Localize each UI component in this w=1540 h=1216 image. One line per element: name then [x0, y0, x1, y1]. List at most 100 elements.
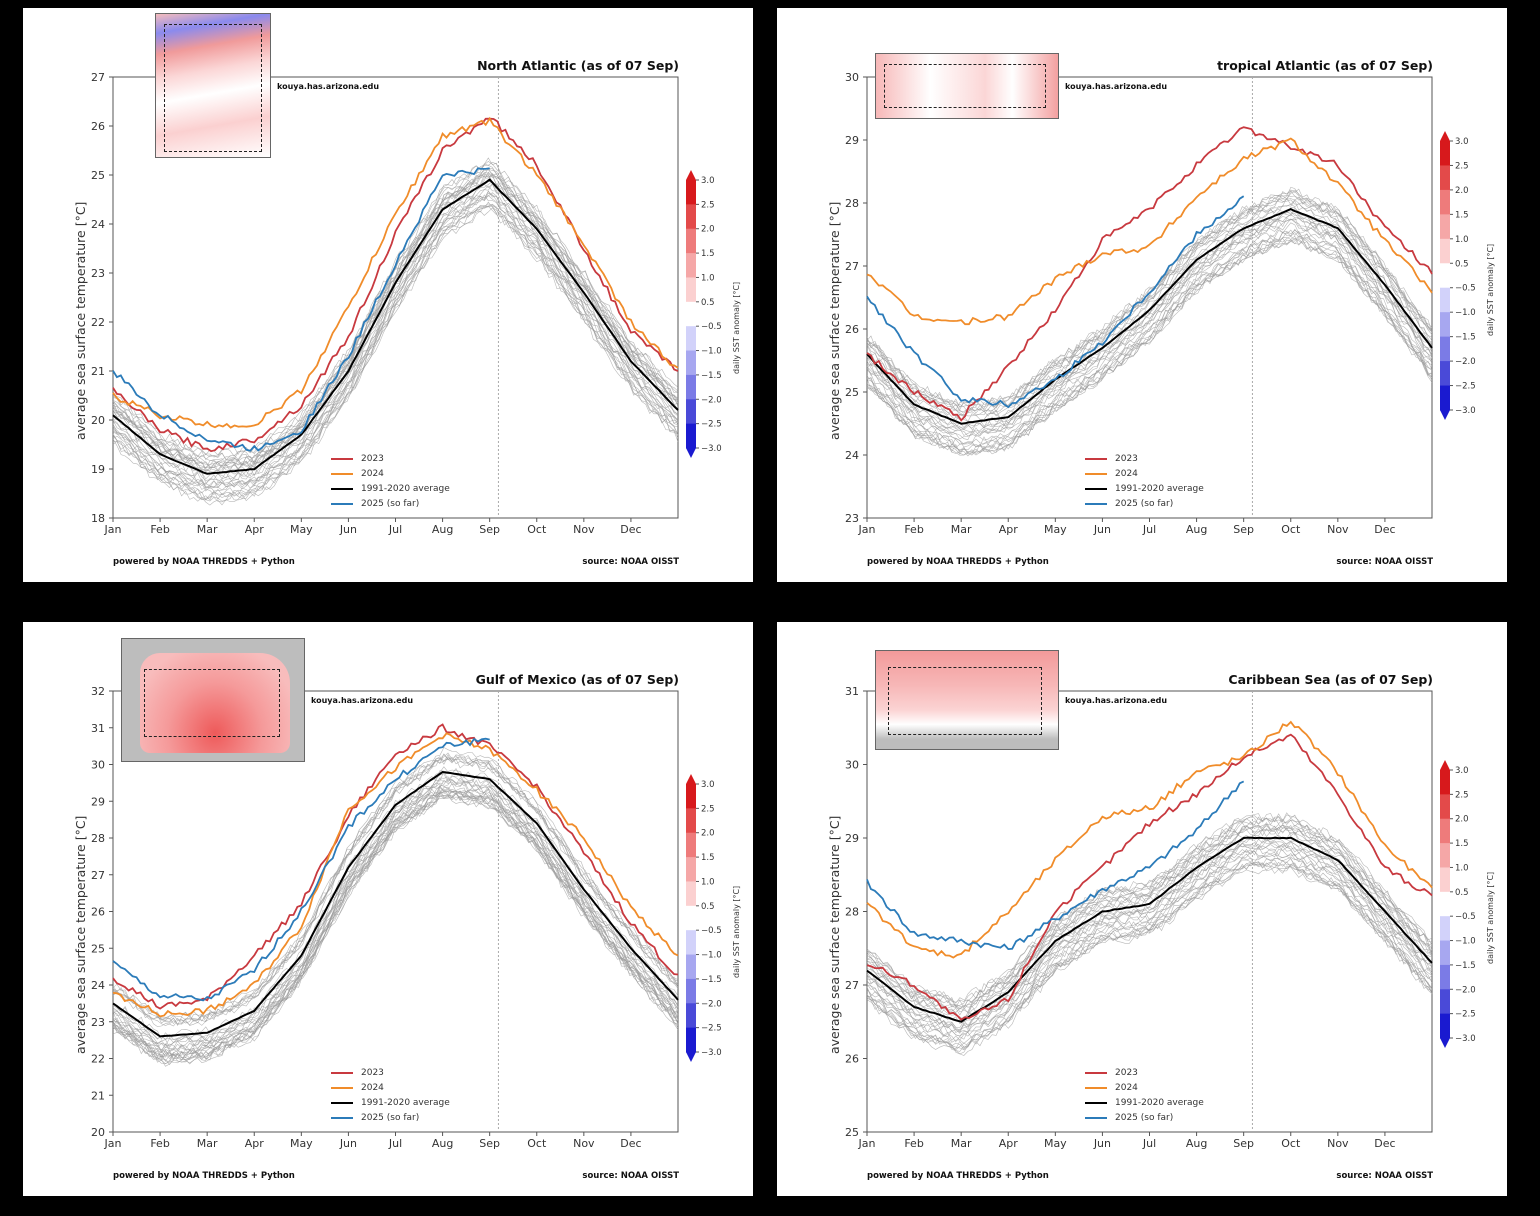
- historic-year-line: [112, 172, 679, 470]
- y-tick-label: 21: [91, 365, 105, 378]
- historic-year-line: [866, 190, 1433, 411]
- series-line-1991-2020-average: [112, 178, 679, 475]
- historic-year-line: [112, 201, 679, 502]
- legend-label: 2024: [1115, 1082, 1138, 1093]
- y-tick-label: 32: [91, 685, 105, 698]
- chart-panel-gulf-of-mexico: 20 21 22 23 24 25 26 27 28 29 30 31 32 Jan Feb Mar Apr Ma…: [23, 622, 753, 1196]
- historic-year-line: [866, 217, 1433, 436]
- colorbar-segment: [686, 784, 696, 809]
- historic-year-line: [866, 855, 1433, 1044]
- historic-year-line: [112, 171, 679, 473]
- colorbar-tick-label: −3.0: [701, 1048, 722, 1058]
- colorbar-segment: [686, 374, 696, 400]
- inset-map-gulf-of-mexico: [121, 638, 305, 762]
- legend-item: 2025 (so far): [1085, 1110, 1204, 1125]
- historic-year-line: [866, 189, 1433, 411]
- historic-year-line: [866, 237, 1433, 456]
- colorbar-tick-label: −2.0: [1455, 357, 1476, 367]
- colorbar-tick-label: −0.5: [1455, 284, 1476, 294]
- colorbar-tick-label: −1.5: [1455, 961, 1476, 971]
- colorbar-segment: [1440, 940, 1450, 966]
- y-tick-label: 29: [91, 795, 105, 808]
- inset-map-caribbean-sea: [875, 650, 1059, 750]
- series-line-2023: [866, 733, 1433, 1021]
- y-tick-label: 26: [845, 1053, 859, 1066]
- legend-swatch: [1085, 457, 1107, 460]
- y-tick-label: 25: [845, 1126, 859, 1139]
- x-tick-label: Jul: [388, 523, 402, 536]
- historic-year-line: [112, 779, 679, 1051]
- y-tick-label: 29: [845, 832, 859, 845]
- x-tick-label: Mar: [951, 523, 972, 536]
- y-tick-label: 22: [91, 1053, 105, 1066]
- legend-swatch: [331, 457, 353, 460]
- historic-year-line: [866, 821, 1433, 1010]
- colorbar-segment: [686, 301, 696, 327]
- series-line-2025-so-far-: [866, 780, 1245, 951]
- historic-year-line: [112, 790, 679, 1059]
- historic-year-line: [112, 180, 679, 480]
- historic-year-line: [112, 773, 679, 1046]
- colorbar-segment: [1440, 794, 1450, 820]
- colorbar-tick-label: −2.5: [1455, 382, 1476, 392]
- legend-swatch: [1085, 1086, 1107, 1089]
- x-tick-label: Oct: [527, 523, 547, 536]
- colorbar-segment: [686, 399, 696, 425]
- historic-year-line: [112, 753, 679, 1025]
- series-line-2024: [112, 732, 679, 1018]
- legend-swatch: [331, 1101, 353, 1104]
- credit-text: kouya.has.arizona.edu: [277, 82, 380, 91]
- colorbar-segment: [686, 180, 696, 205]
- legend-swatch: [331, 472, 353, 475]
- y-tick-label: 23: [91, 1016, 105, 1029]
- historic-year-line: [866, 186, 1433, 408]
- historic-year-line: [866, 838, 1433, 1029]
- x-tick-label: May: [290, 523, 313, 536]
- colorbar-tick-label: −1.0: [1455, 937, 1476, 947]
- colorbar-tick-label: 1.0: [1455, 235, 1469, 245]
- y-tick-label: 20: [91, 414, 105, 427]
- colorbar-tick-label: −1.5: [1455, 333, 1476, 343]
- historic-year-line: [866, 235, 1433, 456]
- x-tick-label: Feb: [150, 1137, 169, 1150]
- legend-swatch: [1085, 1101, 1107, 1104]
- historic-year-line: [112, 194, 679, 492]
- colorbar-tick-label: −3.0: [1455, 1034, 1476, 1044]
- colorbar-extend-bottom: [686, 448, 696, 458]
- x-tick-label: Nov: [573, 523, 595, 536]
- x-tick-label: Jun: [1093, 1137, 1111, 1150]
- x-tick-label: Jul: [1142, 523, 1156, 536]
- legend-label: 1991-2020 average: [361, 1097, 450, 1108]
- legend-label: 2023: [361, 453, 384, 464]
- colorbar-tick-label: 2.0: [1455, 186, 1469, 196]
- series-line-2024: [866, 720, 1433, 959]
- colorbar-segment: [686, 978, 696, 1004]
- inset-region-box: [144, 669, 280, 737]
- x-tick-label: Sep: [1233, 1137, 1254, 1150]
- historic-year-line: [112, 203, 679, 501]
- historic-year-line: [866, 214, 1433, 432]
- colorbar-tick-label: 1.0: [701, 877, 715, 887]
- y-tick-label: 26: [91, 120, 105, 133]
- legend-swatch: [1085, 502, 1107, 505]
- y-tick-label: 24: [91, 979, 105, 992]
- colorbar-segment: [686, 204, 696, 230]
- legend-item: 2025 (so far): [1085, 496, 1204, 511]
- y-tick-label: 21: [91, 1089, 105, 1102]
- x-tick-label: Apr: [999, 523, 1019, 536]
- colorbar-segment: [686, 228, 696, 254]
- footer-source: source: NOAA OISST: [1336, 1171, 1433, 1181]
- historic-year-line: [866, 229, 1433, 445]
- colorbar-extend-top: [686, 774, 696, 784]
- x-tick-label: Jan: [104, 523, 122, 536]
- colorbar-extend-top: [1440, 760, 1450, 770]
- legend-label: 1991-2020 average: [361, 483, 450, 494]
- colorbar-segment: [686, 326, 696, 352]
- legend-item: 1991-2020 average: [331, 481, 450, 496]
- chart-plot: 18 19 20 21 22 23 24 25 26 27 Jan Feb Mar Apr May Jun Ju…: [91, 71, 722, 536]
- x-tick-label: Feb: [904, 523, 923, 536]
- legend-label: 2024: [361, 1082, 384, 1093]
- y-tick-label: 27: [845, 979, 859, 992]
- historic-year-line: [112, 754, 679, 1024]
- x-tick-label: Jan: [858, 1137, 876, 1150]
